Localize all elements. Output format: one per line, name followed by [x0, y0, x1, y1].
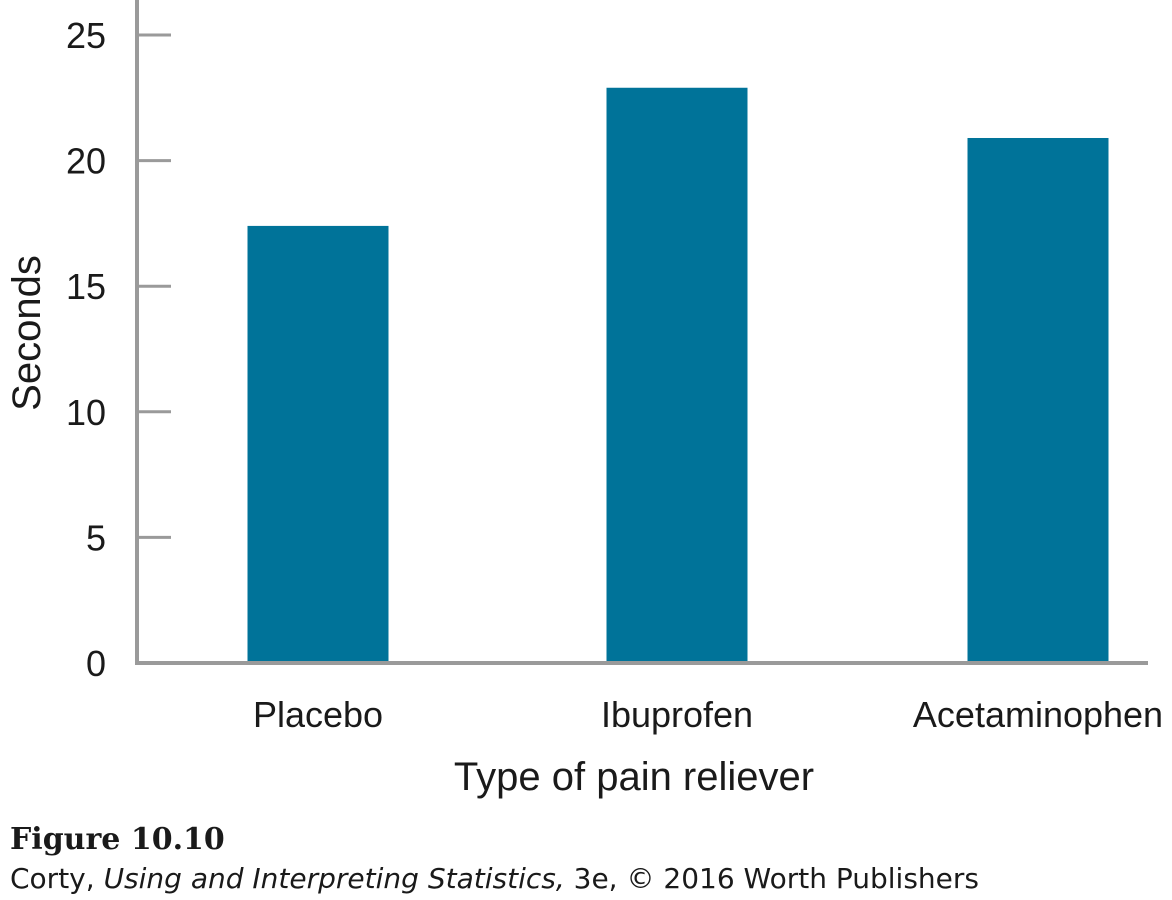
credit-author: Corty [10, 862, 86, 895]
figure-credit: Corty, Using and Interpreting Statistics… [10, 862, 979, 895]
bar-ibuprofen [606, 87, 748, 663]
x-category-label-ibuprofen: Ibuprofen [601, 694, 753, 735]
y-tick-label-20: 20 [66, 141, 106, 182]
y-tick-label-25: 25 [66, 15, 106, 56]
x-axis-category-labels: Placebo Ibuprofen Acetaminophen [253, 694, 1163, 735]
y-tick-label-0: 0 [86, 643, 106, 684]
y-tick-label-10: 10 [66, 392, 106, 433]
credit-book-title: Using and Interpreting Statistics, [103, 862, 565, 895]
x-axis-title: Type of pain reliever [454, 755, 814, 799]
bar-placebo [247, 225, 389, 664]
bar-acetaminophen [967, 137, 1109, 663]
credit-separator: , [85, 862, 104, 895]
y-axis-title: Seconds [5, 255, 49, 411]
y-tick-label-15: 15 [66, 266, 106, 307]
bars [247, 87, 1109, 664]
y-axis-ticks: 0 5 10 15 20 25 [66, 15, 171, 684]
figure-label: Figure 10.10 [10, 822, 225, 857]
credit-edition-publisher: 3e, © 2016 Worth Publishers [564, 862, 979, 895]
y-tick-label-5: 5 [86, 517, 106, 558]
x-category-label-placebo: Placebo [253, 694, 383, 735]
x-category-label-acetaminophen: Acetaminophen [913, 694, 1163, 735]
